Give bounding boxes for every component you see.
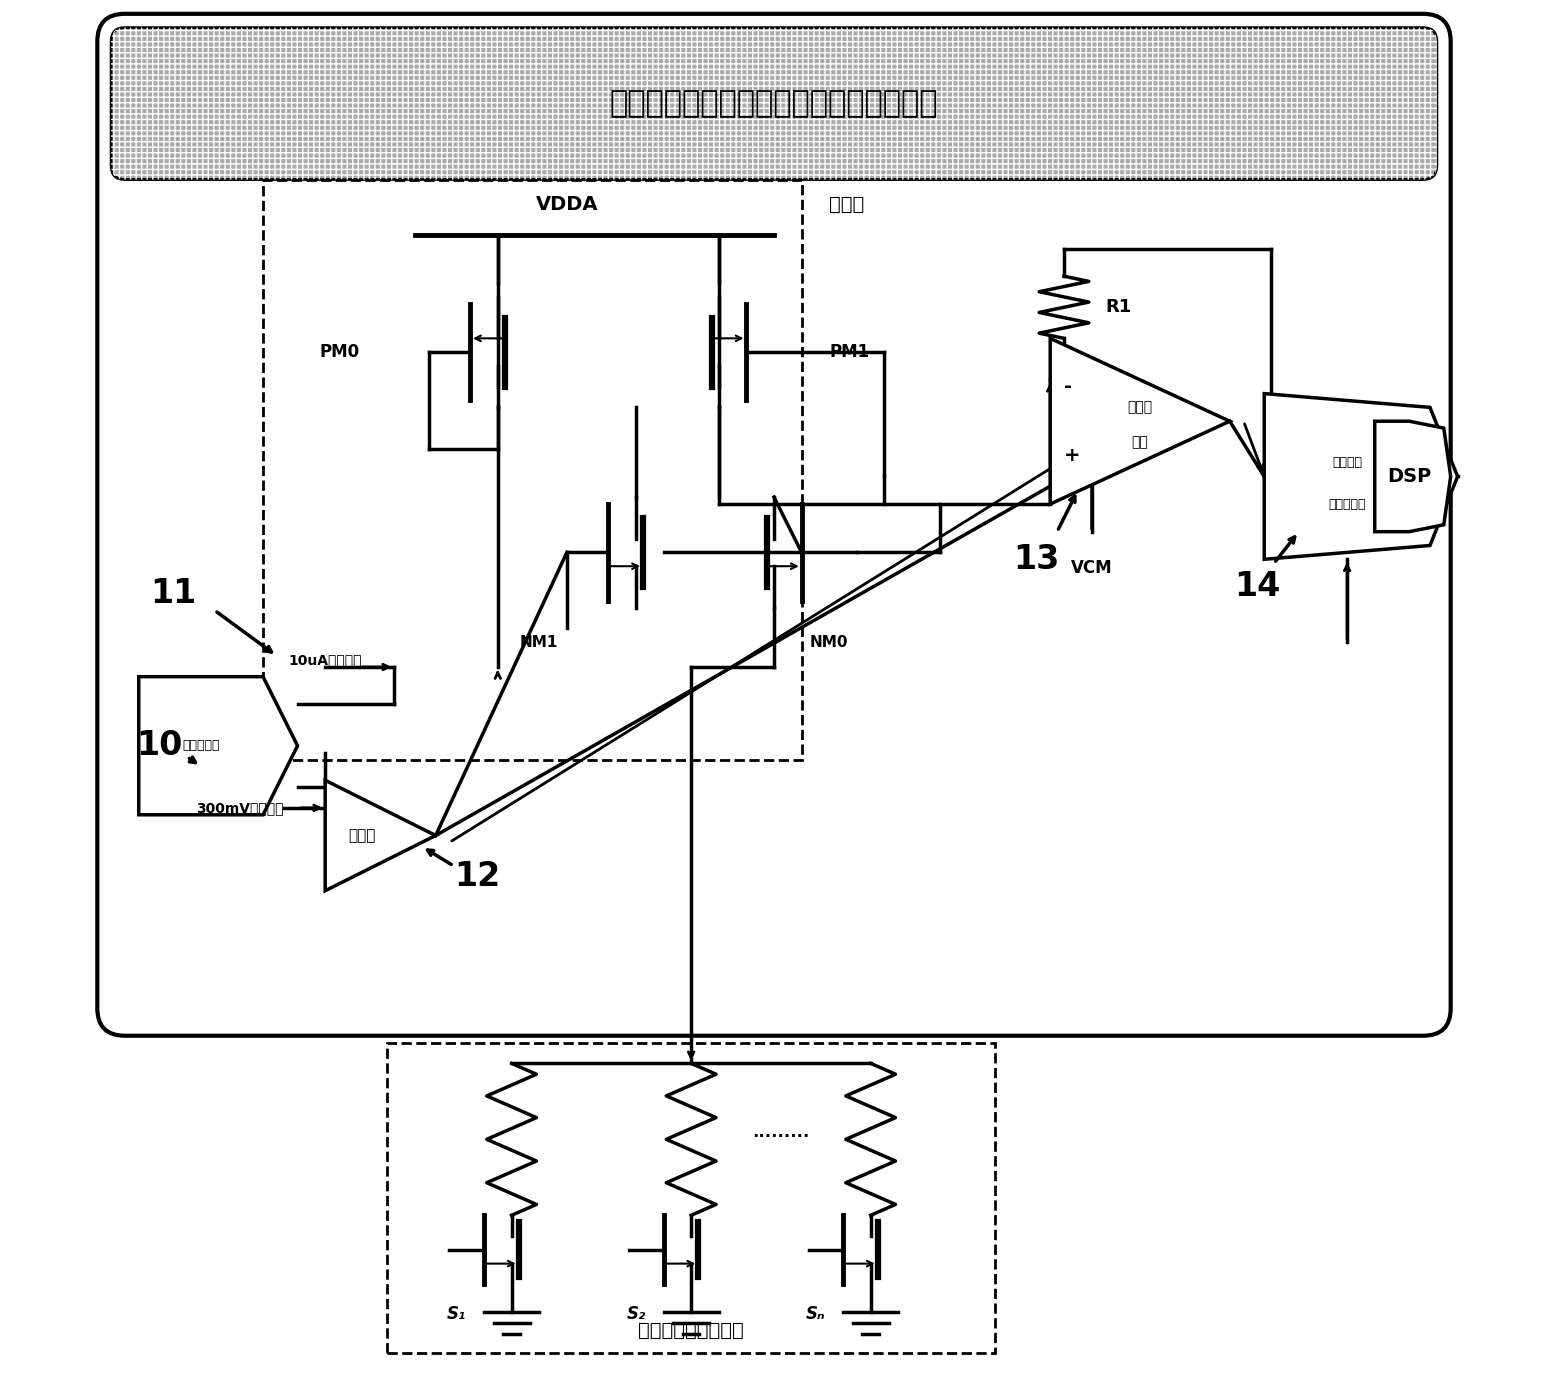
Text: 逐次逼近: 逐次逼近 <box>1333 456 1362 470</box>
Text: 电流型磁敏生物传感器检测模拟前端电路: 电流型磁敏生物传感器检测模拟前端电路 <box>610 90 938 117</box>
FancyBboxPatch shape <box>111 28 1437 180</box>
Text: 缓冲器: 缓冲器 <box>348 829 376 842</box>
Text: 10: 10 <box>136 729 183 762</box>
Text: NM1: NM1 <box>520 635 559 650</box>
Polygon shape <box>325 780 435 891</box>
Text: .........: ......... <box>752 1123 810 1142</box>
Text: -: - <box>1063 377 1073 396</box>
Text: 磁敏生物传感器阵列: 磁敏生物传感器阵列 <box>638 1320 745 1340</box>
Text: 模数转换器: 模数转换器 <box>1328 497 1365 511</box>
Text: 电流镜: 电流镜 <box>830 195 864 214</box>
Text: 跨阻放: 跨阻放 <box>1127 400 1153 414</box>
Polygon shape <box>1265 394 1458 559</box>
Text: 12: 12 <box>454 860 500 894</box>
Text: 13: 13 <box>1014 543 1059 576</box>
Text: +: + <box>1063 446 1081 465</box>
Text: 11: 11 <box>150 577 197 610</box>
Text: 10uA电流输入: 10uA电流输入 <box>288 653 362 667</box>
Text: VCM: VCM <box>1071 559 1113 577</box>
Text: PM1: PM1 <box>830 342 870 362</box>
Polygon shape <box>1375 421 1450 532</box>
Text: S₂: S₂ <box>627 1305 646 1323</box>
Text: 大器: 大器 <box>1132 435 1149 449</box>
Text: DSP: DSP <box>1387 467 1432 486</box>
Text: R1: R1 <box>1105 298 1132 316</box>
Text: 300mV电压输入: 300mV电压输入 <box>197 801 283 815</box>
Text: VDDA: VDDA <box>536 195 598 214</box>
Text: 14: 14 <box>1234 570 1280 603</box>
Text: S₁: S₁ <box>447 1305 466 1323</box>
Text: NM0: NM0 <box>810 635 848 650</box>
FancyBboxPatch shape <box>98 14 1450 1036</box>
Polygon shape <box>1050 338 1229 504</box>
Polygon shape <box>139 677 297 815</box>
Text: 带隙基准源: 带隙基准源 <box>183 739 220 753</box>
Text: Sₙ: Sₙ <box>805 1305 825 1323</box>
Text: PM0: PM0 <box>319 342 359 362</box>
